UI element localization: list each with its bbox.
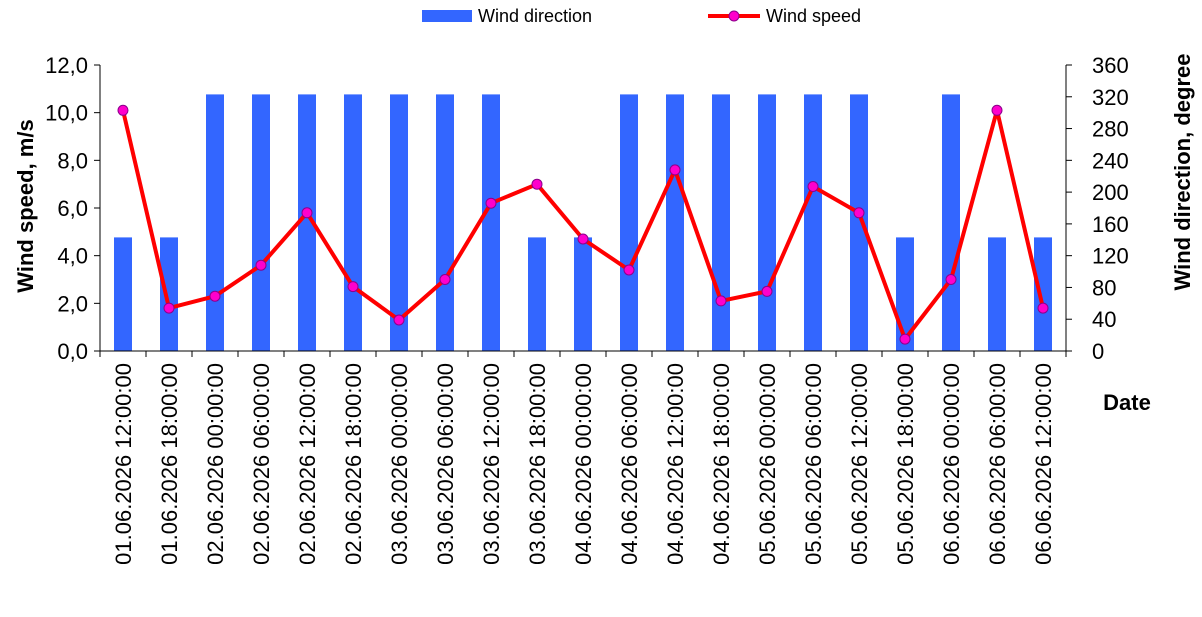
x-tick-label: 05.06.2026 12:00:00 <box>847 363 872 565</box>
wind-speed-point <box>393 314 405 326</box>
wind-direction-bar <box>666 94 684 352</box>
wind-speed-point <box>577 233 589 245</box>
wind-speed-line <box>117 104 1049 345</box>
wind-direction-bar <box>436 94 454 352</box>
legend-wind-speed-marker <box>728 10 740 22</box>
wind-speed-point <box>117 104 129 116</box>
x-tick-label: 02.06.2026 18:00:00 <box>341 363 366 565</box>
wind-speed-point <box>1037 302 1049 314</box>
y-right-tick-label: 280 <box>1092 117 1129 142</box>
x-tick-label: 02.06.2026 00:00:00 <box>203 363 228 565</box>
wind-speed-point <box>439 274 451 285</box>
wind-speed-point <box>255 259 267 271</box>
y-right-tick-label: 160 <box>1092 212 1129 237</box>
wind-direction-bar <box>160 237 178 351</box>
wind-direction-bar <box>758 94 776 352</box>
wind-speed-point <box>991 104 1003 116</box>
x-tick-label: 05.06.2026 18:00:00 <box>893 363 918 565</box>
wind-speed-point <box>163 302 175 314</box>
x-tick-label: 02.06.2026 12:00:00 <box>295 363 320 565</box>
x-tick-label: 06.06.2026 00:00:00 <box>939 363 964 565</box>
wind-direction-bar <box>528 237 546 351</box>
x-tick-label: 03.06.2026 12:00:00 <box>479 363 504 565</box>
wind-speed-point <box>209 290 221 302</box>
x-tick-label: 05.06.2026 00:00:00 <box>755 363 780 565</box>
x-tick-label: 01.06.2026 12:00:00 <box>111 363 136 565</box>
y-right-tick-label: 320 <box>1092 85 1129 110</box>
wind-speed-point <box>761 285 773 297</box>
wind-direction-bars <box>114 94 1052 352</box>
y-right-tick-label: 40 <box>1092 307 1116 332</box>
wind-direction-bar <box>850 94 868 352</box>
y-right-tick-label: 120 <box>1092 244 1129 269</box>
x-tick-label: 03.06.2026 06:00:00 <box>433 363 458 565</box>
x-tick-label: 05.06.2026 06:00:00 <box>801 363 826 565</box>
y-left-tick-label: 2,0 <box>57 291 88 316</box>
x-tick-label: 04.06.2026 18:00:00 <box>709 363 734 565</box>
x-tick-label: 03.06.2026 00:00:00 <box>387 363 412 565</box>
x-tick-label: 06.06.2026 12:00:00 <box>1031 363 1056 565</box>
wind-speed-point <box>301 207 313 219</box>
legend: Wind direction Wind speed <box>422 6 861 26</box>
wind-direction-bar <box>206 94 224 352</box>
wind-speed-point <box>807 181 819 192</box>
wind-direction-bar <box>712 94 730 352</box>
wind-direction-bar <box>298 94 316 352</box>
wind-direction-bar <box>1034 237 1052 351</box>
legend-wind-direction-swatch <box>422 10 472 22</box>
y-right-tick-label: 200 <box>1092 180 1129 205</box>
y-right-tick-label: 0 <box>1092 339 1104 364</box>
wind-direction-bar <box>620 94 638 352</box>
wind-direction-bar <box>942 94 960 352</box>
legend-wind-direction-label: Wind direction <box>478 6 592 26</box>
wind-direction-bar <box>390 94 408 352</box>
wind-direction-bar <box>114 237 132 351</box>
wind-speed-point <box>347 281 359 293</box>
wind-direction-bar <box>988 237 1006 351</box>
tick-labels: 0,0 2,0 4,0 6,0 8,0 10,0 12,0 0 40 80 120 160 200 240… <box>45 53 1129 565</box>
y-left-tick-label: 8,0 <box>57 148 88 173</box>
wind-direction-bar <box>574 237 592 351</box>
y-right-axis-title: Wind direction, degree <box>1170 54 1195 291</box>
wind-speed-point <box>623 264 635 276</box>
wind-direction-bar <box>804 94 822 352</box>
wind-speed-point <box>715 295 727 307</box>
y-right-tick-label: 360 <box>1092 53 1129 78</box>
y-left-axis-title: Wind speed, m/s <box>13 119 38 292</box>
x-tick-label: 04.06.2026 00:00:00 <box>571 363 596 565</box>
wind-speed-point <box>945 274 957 285</box>
x-tick-label: 04.06.2026 06:00:00 <box>617 363 642 565</box>
x-axis-title: Date <box>1103 390 1151 415</box>
wind-speed-point <box>899 333 911 345</box>
wind-direction-bar <box>482 94 500 352</box>
wind-speed-point <box>485 197 497 209</box>
y-left-tick-label: 6,0 <box>57 196 88 221</box>
y-left-tick-label: 4,0 <box>57 244 88 269</box>
y-left-tick-label: 12,0 <box>45 53 88 78</box>
x-tick-label: 04.06.2026 12:00:00 <box>663 363 688 565</box>
x-tick-label: 03.06.2026 18:00:00 <box>525 363 550 565</box>
axes <box>94 64 1072 357</box>
wind-speed-point <box>531 178 543 190</box>
legend-wind-speed-label: Wind speed <box>766 6 861 26</box>
wind-direction-bar <box>344 94 362 352</box>
x-tick-label: 06.06.2026 06:00:00 <box>985 363 1010 565</box>
y-right-tick-label: 80 <box>1092 275 1116 300</box>
x-tick-label: 01.06.2026 18:00:00 <box>157 363 182 565</box>
x-tick-label: 02.06.2026 06:00:00 <box>249 363 274 565</box>
y-left-tick-label: 10,0 <box>45 101 88 126</box>
wind-speed-point <box>853 207 865 219</box>
wind-speed-point <box>669 164 681 176</box>
y-left-tick-label: 0,0 <box>57 339 88 364</box>
y-right-tick-label: 240 <box>1092 148 1129 173</box>
wind-direction-bar <box>252 94 270 352</box>
